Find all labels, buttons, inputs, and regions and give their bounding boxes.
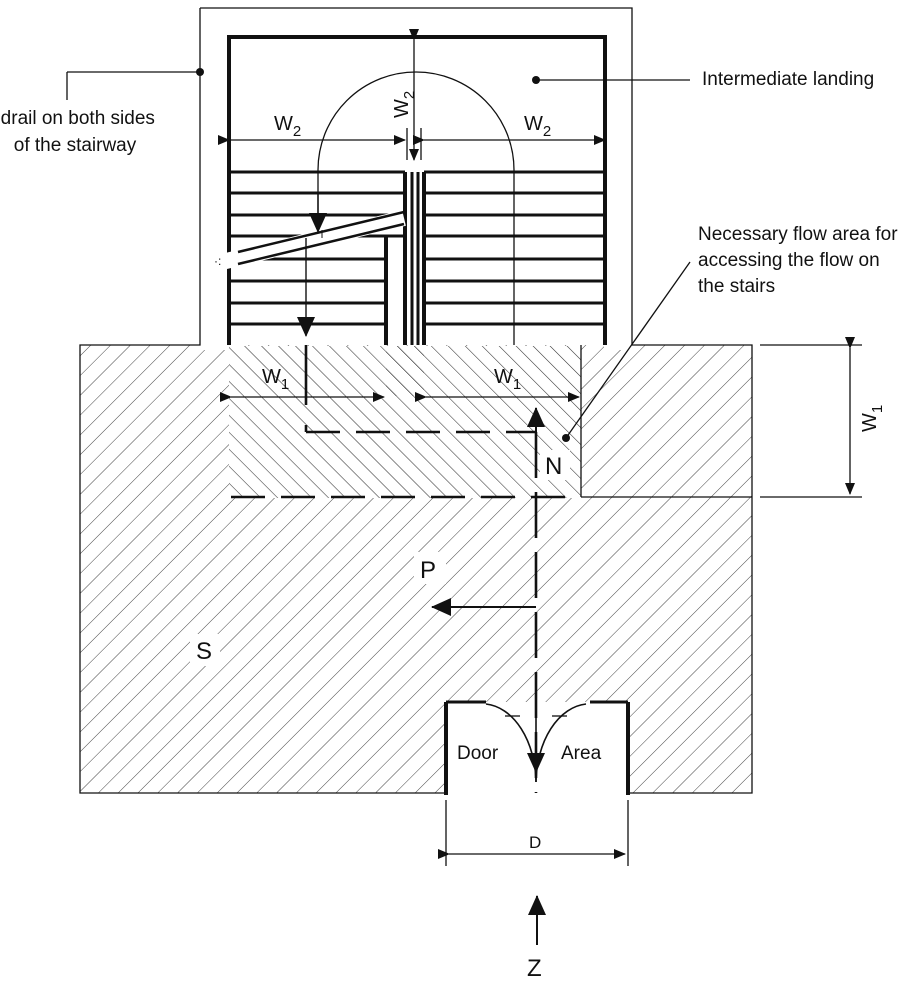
z-entry-arrow: Z [527, 895, 546, 982]
area-label: Area [561, 743, 602, 764]
w1-dimensions: W1 W1 W1 [220, 337, 886, 498]
z-label: Z [527, 955, 542, 982]
landing-callout: Intermediate landing [532, 69, 874, 90]
w2-dimensions: W2 W2 W2 [218, 29, 606, 161]
central-handrails [384, 172, 426, 345]
handrail-label: Handrail on both sides of the stairway [0, 108, 160, 156]
necessary-flow-area [229, 346, 581, 498]
w2-label-left: W2 [274, 113, 301, 140]
w1-label-left: W1 [262, 366, 289, 393]
d-label: D [529, 833, 541, 852]
w2-label-right: W2 [524, 113, 551, 140]
flow-arrows [431, 407, 545, 773]
w1-label-right: W1 [494, 366, 521, 393]
n-label: N [545, 453, 562, 480]
door: Door Area [444, 700, 630, 795]
w2-label-vertical: W2 [391, 91, 418, 118]
flow-area-label: Necessary flow area for accessing the fl… [698, 224, 903, 297]
handrail-callout: Handrail on both sides of the stairway [0, 68, 204, 156]
w1-label-vertical: W1 [859, 405, 886, 432]
door-label: Door [457, 743, 499, 764]
flow-area-callout: Necessary flow area for accessing the fl… [562, 224, 903, 442]
landing-label: Intermediate landing [702, 69, 874, 90]
stairwell: ·: [214, 35, 607, 345]
building-outline [79, 7, 753, 794]
region-labels: N P S [190, 450, 570, 666]
p-label: P [420, 557, 436, 584]
d-dimension: D [438, 800, 629, 866]
svg-text:·:: ·: [214, 254, 221, 268]
s-label: S [196, 638, 212, 665]
